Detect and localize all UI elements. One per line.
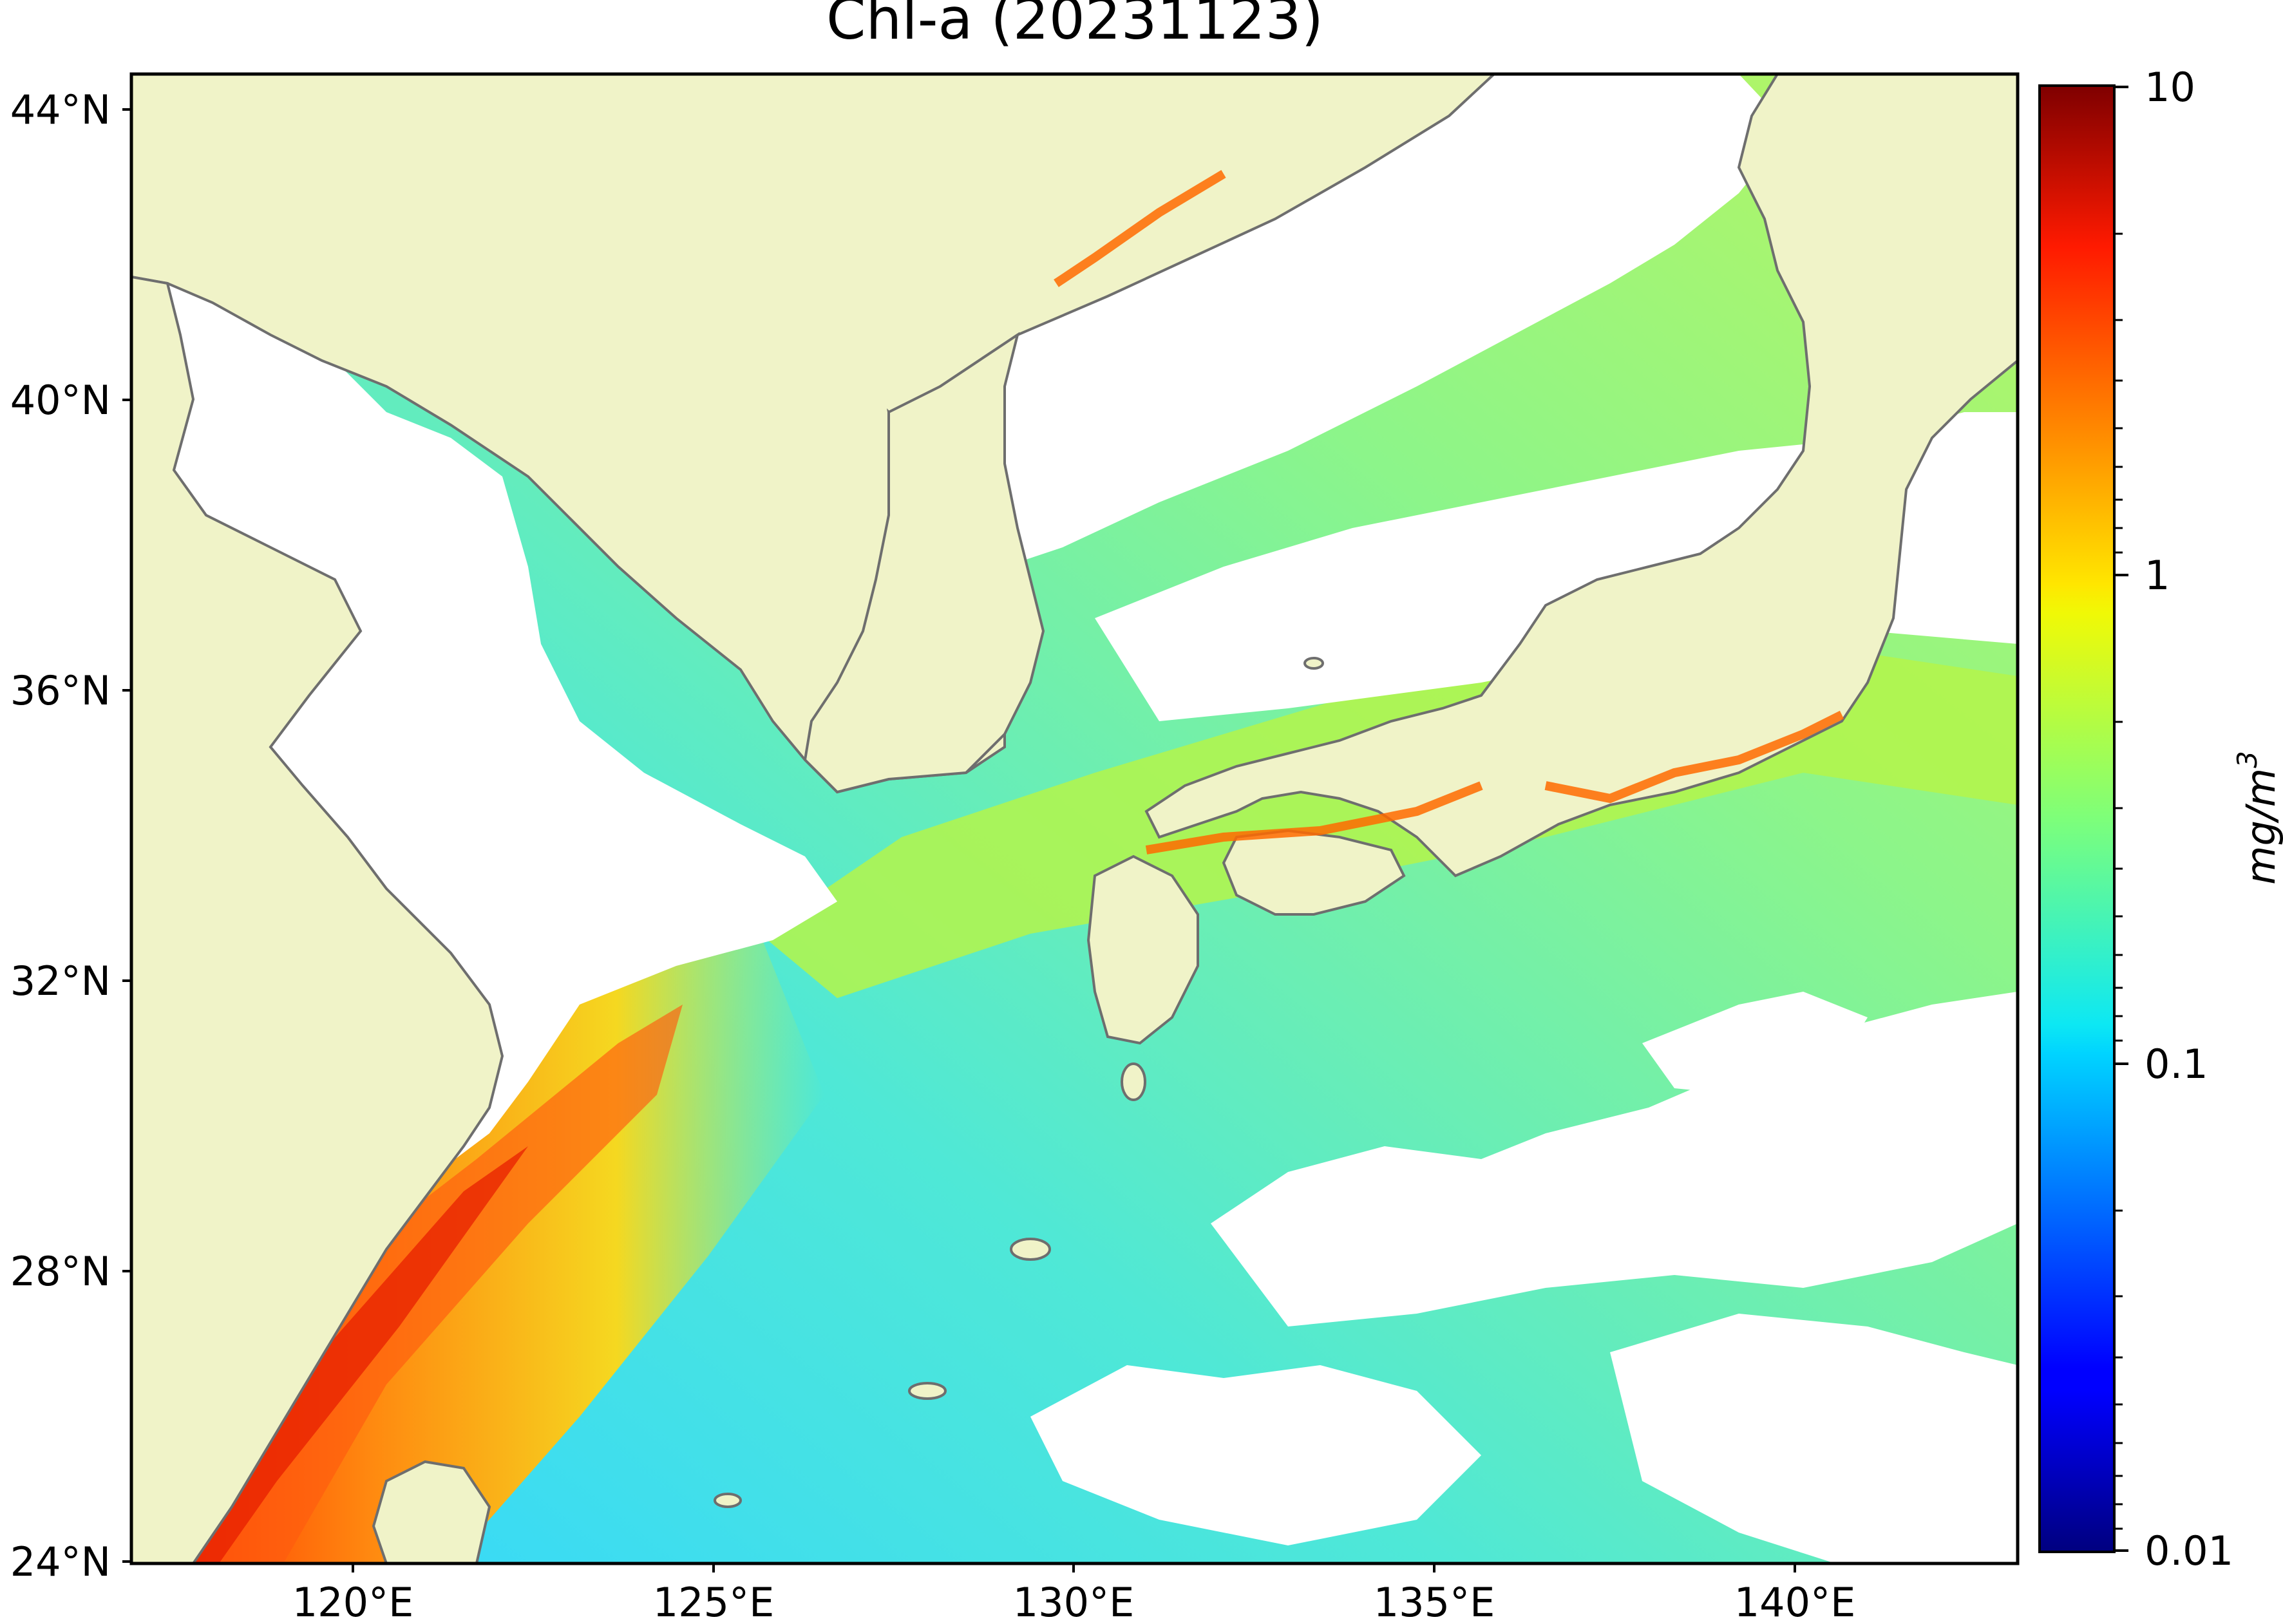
units-superscript: 3 <box>2231 751 2263 768</box>
map-area <box>131 74 2018 1563</box>
colorbar-tick-label: 0.1 <box>2145 1041 2208 1088</box>
lon-tick-label: 120°E <box>292 1579 414 1624</box>
lat-tick-label: 36°N <box>10 667 111 714</box>
lon-tick-label: 140°E <box>1734 1579 1856 1624</box>
lon-tick-label: 135°E <box>1374 1579 1495 1624</box>
lon-axis: 120°E 125°E 130°E 135°E 140°E <box>292 1563 1856 1624</box>
lat-tick-label: 28°N <box>10 1248 111 1295</box>
units-main: mg/m <box>2237 768 2283 885</box>
chart-title: Chl-a (20231123) <box>826 0 1323 52</box>
lon-tick-label: 125°E <box>653 1579 775 1624</box>
lat-tick-label: 24°N <box>10 1538 111 1585</box>
colorbar-tick-label: 10 <box>2145 64 2195 111</box>
lat-tick-label: 44°N <box>10 86 111 133</box>
lat-tick-label: 32°N <box>10 958 111 1005</box>
coastal-rim <box>1054 169 1844 854</box>
landmass <box>131 74 2018 1563</box>
colorbar-tick-label: 0.01 <box>2145 1527 2233 1574</box>
colorbar: 10 1 0.1 0.01 mg/m3 <box>2038 64 2283 1574</box>
colorbar-tick-label: 1 <box>2145 552 2170 599</box>
colorbar-gradient <box>2038 84 2116 1553</box>
lat-axis: 44°N 40°N 36°N 32°N 28°N 24°N <box>10 86 131 1585</box>
lat-tick-label: 40°N <box>10 377 111 424</box>
lon-tick-label: 130°E <box>1013 1579 1135 1624</box>
colorbar-units-label: mg/m3 <box>2231 751 2283 885</box>
